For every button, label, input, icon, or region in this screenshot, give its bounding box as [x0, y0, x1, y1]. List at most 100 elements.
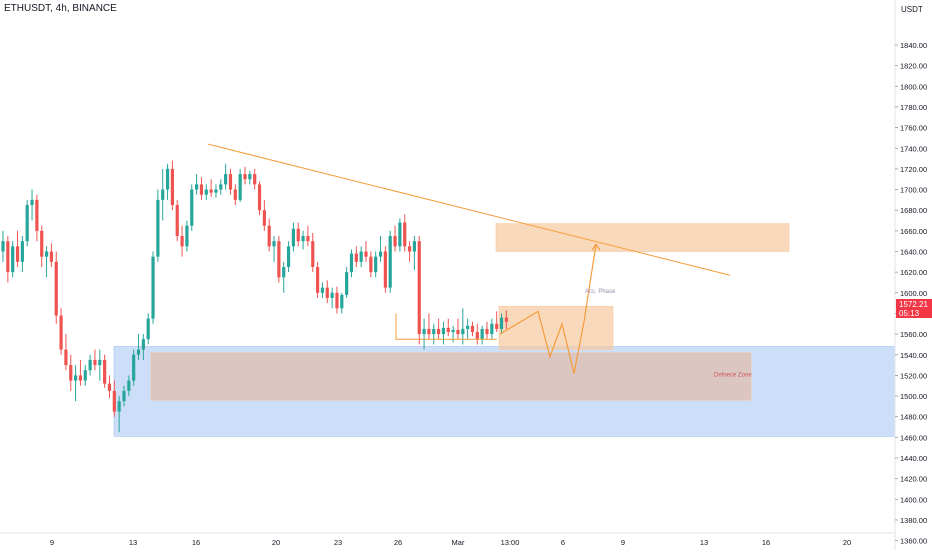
time-tick-label: 9 [50, 538, 54, 547]
candle-body [286, 246, 291, 267]
acc-phase-zone[interactable] [498, 305, 614, 350]
price-tick-label: 1420.00 [900, 475, 927, 484]
candle-body [495, 323, 499, 329]
bar-countdown: 05:13 [899, 309, 920, 318]
candle-body [291, 228, 295, 247]
candle-body [170, 168, 174, 206]
time-tick-label: 13 [129, 538, 137, 547]
price-tick-label: 1820.00 [900, 62, 927, 71]
candle-body [504, 317, 508, 322]
candle-body [78, 375, 83, 381]
candle-body [461, 328, 465, 335]
candle-body [499, 317, 504, 329]
price-tick-label: 1660.00 [900, 227, 927, 236]
candle-body [195, 184, 199, 190]
candle-body [44, 251, 49, 257]
candle-body [54, 261, 58, 316]
candle-body [214, 189, 218, 193]
candle-body [112, 390, 116, 412]
candle-body [374, 256, 378, 273]
candle-body [30, 199, 34, 206]
price-tick-label: 1760.00 [900, 124, 927, 133]
candle-body [141, 339, 145, 350]
candle-body [335, 292, 339, 309]
time-tick-label: 26 [394, 538, 402, 547]
candle-body [282, 266, 286, 278]
candle-body [233, 189, 237, 200]
candle-body [306, 236, 310, 242]
candle-body [25, 205, 29, 242]
defense-zone[interactable] [150, 352, 752, 401]
candle-body [59, 315, 63, 350]
price-tick-label: 1700.00 [900, 186, 927, 195]
time-tick-label: 6 [561, 538, 565, 547]
candle-body [412, 241, 416, 252]
candle-body [301, 236, 305, 242]
acc-phase-label: Acc. Phase [585, 289, 616, 295]
time-tick-label: 20 [843, 538, 851, 547]
currency-label: USDT [901, 5, 923, 14]
price-tick-label: 1740.00 [900, 144, 927, 153]
candle-body [136, 349, 141, 355]
price-tick-label: 1720.00 [900, 165, 927, 174]
candle-body [151, 256, 155, 319]
price-tick-label: 1500.00 [900, 392, 927, 401]
candle-body [466, 325, 470, 329]
trend-line [207, 143, 731, 276]
price-tick-label: 1540.00 [900, 351, 927, 360]
price-tick-label: 1460.00 [900, 433, 927, 442]
candle-body [253, 174, 257, 185]
candle-body [146, 318, 150, 340]
candle-body [185, 225, 189, 247]
time-tick-label: 13 [700, 538, 708, 547]
candle-body [20, 241, 24, 262]
candle-body [480, 328, 484, 340]
candle-body [378, 251, 383, 257]
candle-body [228, 174, 233, 190]
candle-body [165, 168, 170, 190]
defense-zone-label: Defnece Zone [714, 372, 752, 378]
candle-body [451, 329, 455, 333]
candle-body [180, 236, 184, 247]
candle-body [364, 251, 368, 257]
last-price-badge: 1572.21 05:13 [896, 299, 932, 318]
candle-body [1, 241, 5, 252]
candle-body [117, 401, 121, 412]
candle-body [262, 210, 266, 226]
candle-body [224, 174, 228, 185]
candle-body [40, 230, 44, 257]
candle-body [161, 189, 165, 200]
candle-body [446, 327, 450, 333]
price-tick-label: 1360.00 [900, 537, 927, 546]
candle-body [132, 354, 136, 381]
candle-body [11, 246, 15, 273]
candle-body [325, 287, 329, 298]
candle-body [248, 174, 252, 180]
candle-body [156, 199, 160, 257]
candle-body [122, 390, 126, 402]
price-tick-label: 1800.00 [900, 82, 927, 91]
candle-body [403, 222, 407, 247]
candle-body [83, 370, 87, 381]
candle-body [369, 256, 373, 273]
candle-body [417, 241, 421, 335]
candle-body [103, 359, 107, 384]
candle-body [190, 189, 194, 226]
candle-body [311, 241, 315, 267]
price-tick-label: 1840.00 [900, 41, 927, 50]
candle-body [277, 241, 281, 278]
candle-body [64, 349, 68, 366]
candle-body [243, 174, 247, 180]
candle-body [98, 359, 102, 366]
candle-body [398, 222, 402, 247]
candle-body [272, 241, 276, 247]
candle-body [359, 251, 363, 262]
candle-body [330, 292, 334, 298]
time-tick-label: 23 [334, 538, 342, 547]
candle-body [93, 359, 97, 366]
price-tick-label: 1380.00 [900, 516, 927, 525]
candle-body [257, 184, 262, 211]
time-tick-label: 16 [762, 538, 770, 547]
